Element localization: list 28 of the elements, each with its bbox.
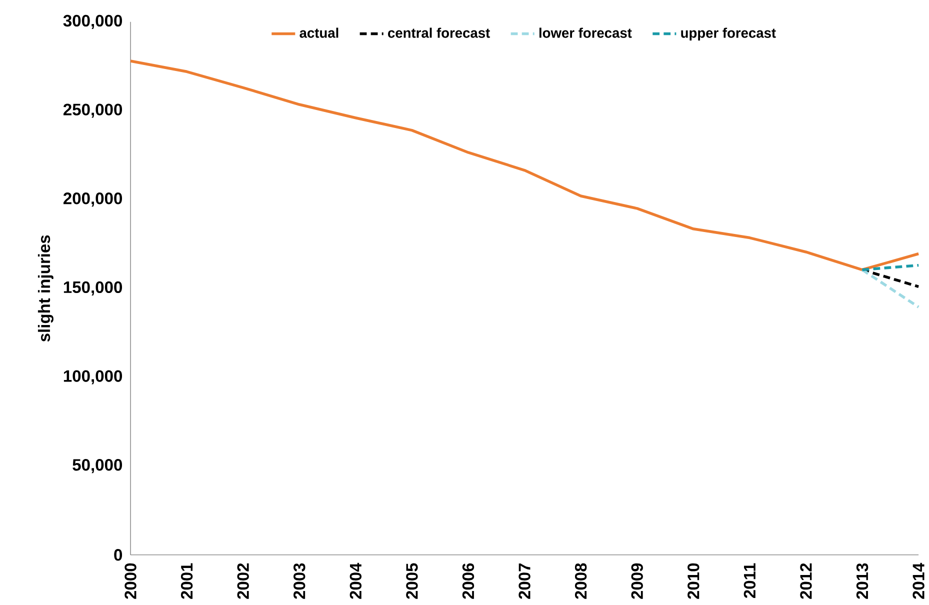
y-tick-label: 0 xyxy=(114,549,122,561)
legend-label: actual xyxy=(300,28,338,38)
x-tick-label: 2011 xyxy=(744,563,756,598)
x-tick-label: 2007 xyxy=(518,564,530,600)
y-tick-label: 200,000 xyxy=(63,192,122,207)
legend-label: central forecast xyxy=(388,28,490,38)
x-tick-label: 2014 xyxy=(912,562,924,600)
y-tick-label: 100,000 xyxy=(64,370,122,384)
x-tick-label: 2006 xyxy=(462,563,474,600)
x-tick-label: 2009 xyxy=(631,563,643,600)
x-tick-label: 2001 xyxy=(180,563,193,600)
x-tick-label: 2012 xyxy=(800,564,812,600)
legend-label: lower forecast xyxy=(539,28,632,38)
x-tick-label: 2013 xyxy=(856,563,868,600)
x-tick-label: 2004 xyxy=(350,562,362,600)
x-tick-label: 2002 xyxy=(237,564,249,600)
legend-label: upper forecast xyxy=(681,28,776,41)
y-tick-label: 150,000 xyxy=(64,282,122,296)
x-tick-label: 2003 xyxy=(294,563,306,600)
y-axis-title: slight injuries xyxy=(38,235,54,342)
x-tick-label: 2000 xyxy=(124,564,136,600)
y-tick-label: 50,000 xyxy=(72,459,122,474)
y-tick-label: 250,000 xyxy=(63,104,122,118)
y-tick-label: 300,000 xyxy=(63,15,122,30)
x-tick-label: 2005 xyxy=(406,563,418,600)
x-tick-label: 2010 xyxy=(688,564,700,600)
x-tick-label: 2008 xyxy=(574,563,587,600)
line-series xyxy=(129,60,920,272)
